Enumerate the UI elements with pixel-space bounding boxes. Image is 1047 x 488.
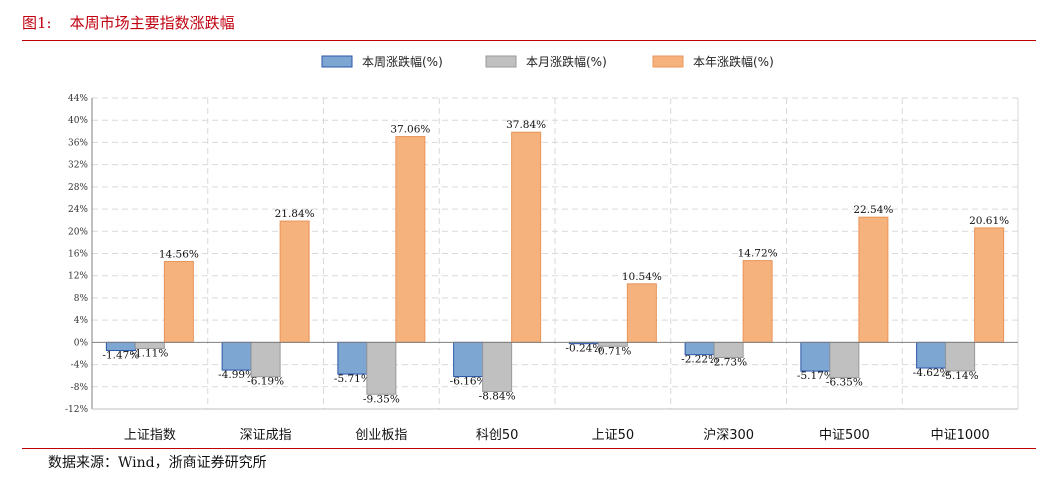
data-label: -4.62% [913,367,950,379]
bar-1 [800,341,831,372]
data-label: -5.71% [334,373,371,385]
data-label: -2.73% [710,357,747,369]
data-label: 10.54% [622,271,662,283]
bar-3 [395,136,426,343]
data-label: 37.84% [506,119,546,131]
y-tick-label: 4% [74,316,89,326]
category-label: 创业板指 [355,428,407,443]
data-label: 37.06% [390,124,430,136]
bar-1 [337,341,368,375]
legend-swatch [652,55,684,68]
data-label: 14.72% [738,248,778,260]
data-label: -5.14% [942,370,979,382]
figure-title-text: 本周市场主要指数涨跌幅 [69,14,235,32]
bar-chart: -12% -8% -4% 0% 4% 8% 12% 16% 20% 24% 28% 32% 36% 40%… [65,54,1019,443]
y-tick-label: 28% [68,183,88,193]
bar-2 [829,341,860,379]
category-label: 科创50 [476,428,519,443]
data-label: 21.84% [275,208,315,220]
bar-3 [626,283,657,343]
data-label: -8.84% [479,390,516,402]
data-label: 14.56% [159,248,199,260]
y-tick-label: -8% [71,383,89,393]
bar-3 [279,220,310,343]
data-label: -6.16% [450,376,487,388]
data-label: -6.35% [826,377,863,389]
category-label: 上证50 [592,428,635,443]
figure-title: 图1: 本周市场主要指数涨跌幅 [22,12,235,33]
legend-label: 本月涨跌幅(%) [526,54,607,69]
category-label: 深证成指 [240,428,292,443]
bar-3 [511,131,542,343]
category-label: 沪深300 [703,427,754,443]
bar-3 [974,227,1005,343]
bar-1 [916,341,947,369]
title-rule [22,40,1036,41]
y-tick-label: 44% [68,94,88,104]
y-tick-label: 20% [68,227,88,237]
y-tick-label: 16% [68,250,88,260]
bar-3 [742,260,773,343]
bar-2 [945,341,976,372]
y-tick-label: 12% [68,272,88,282]
category-label: 中证500 [819,428,870,443]
data-label: 20.61% [969,215,1009,227]
legend-label: 本年涨跌幅(%) [693,54,774,69]
bar-2 [482,341,513,392]
bar-3 [163,260,194,343]
bar-3 [858,216,889,343]
legend-label: 本周涨跌幅(%) [362,54,443,69]
figure-prefix: 图1: [22,14,52,32]
y-tick-label: 36% [68,138,88,148]
data-label: -1.11% [131,348,168,360]
bar-2 [713,341,744,359]
y-tick-label: 0% [74,338,89,348]
y-tick-label: -4% [71,361,89,371]
source-note: 数据来源：Wind，浙商证券研究所 [48,455,267,471]
y-tick-label: 8% [74,294,89,304]
data-label: 22.54% [853,204,893,216]
category-label: 中证1000 [931,428,990,443]
data-label: -0.24% [565,343,602,355]
data-label: -0.71% [594,345,631,357]
bar-2 [366,341,397,395]
legend-swatch [485,55,517,68]
legend-swatch [321,55,353,68]
y-tick-label: 24% [68,205,88,215]
data-label: -1.47% [102,350,139,362]
category-label: 上证指数 [124,428,176,443]
bar-1 [221,341,252,371]
data-label: -2.22% [681,354,718,366]
y-tick-label: 32% [68,161,88,171]
bar-2 [250,341,281,378]
data-label: -4.99% [218,369,255,381]
data-label: -5.17% [797,370,834,382]
data-label: -9.35% [363,393,400,405]
y-tick-label: 40% [68,116,88,126]
y-tick-label: -12% [65,405,88,415]
data-label: -6.19% [247,376,284,388]
bar-1 [453,341,484,378]
source-rule [22,448,1036,449]
